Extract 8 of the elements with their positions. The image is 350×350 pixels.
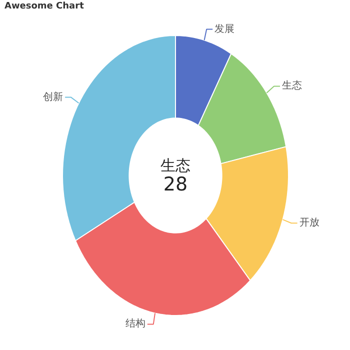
text: 生态: [160, 156, 190, 174]
slice-label: 生态: [282, 80, 302, 92]
slice-label: 创新: [43, 90, 64, 103]
slice-label: 结构: [125, 318, 146, 330]
chart-title: Awesome Chart: [4, 2, 85, 12]
slice-label: 开放: [299, 218, 320, 229]
slice-label: 发展: [214, 24, 235, 35]
text: 28: [163, 174, 188, 196]
